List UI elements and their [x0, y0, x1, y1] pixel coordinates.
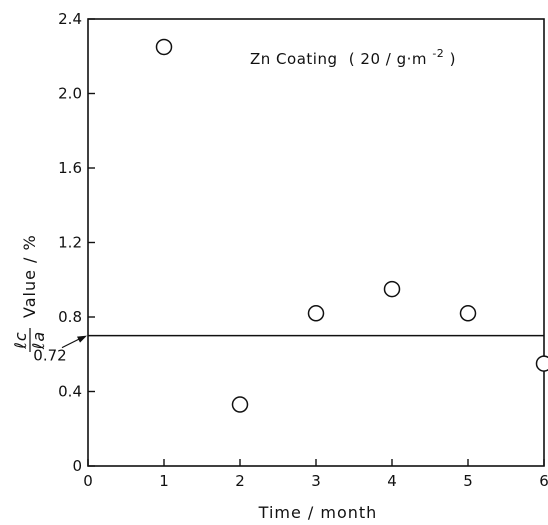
reference-arrow-head: [77, 335, 87, 343]
data-point: [459, 305, 477, 322]
x-axis-title: Time / month: [258, 503, 378, 522]
y-tick-label: 0.4: [58, 383, 82, 401]
annotation-paren-open: (: [349, 50, 355, 68]
y-axis-title-text: Value / %: [20, 234, 39, 318]
data-point: [307, 305, 325, 322]
y-tick-label: 2.0: [58, 85, 82, 103]
y-axis-title-numerator: ℓc: [11, 331, 30, 349]
annotation-slash: /: [386, 50, 392, 68]
x-tick-label: 1: [159, 472, 169, 490]
x-tick-label: 0: [83, 472, 93, 490]
y-tick-label: 2.4: [58, 10, 82, 28]
y-tick-label: 0: [72, 457, 82, 475]
coating-annotation: Zn Coating ( 20 / g·m -2 ): [250, 43, 456, 68]
x-tick-label: 2: [235, 472, 245, 490]
data-point: [383, 280, 401, 298]
x-tick-label: 6: [539, 472, 548, 490]
data-point: [155, 38, 173, 56]
y-axis-title-denominator: ℓa: [29, 331, 48, 350]
data-point: [231, 396, 249, 413]
x-tick-label: 3: [311, 472, 321, 490]
annotation-unit: g·m: [397, 50, 427, 68]
x-tick-label: 4: [387, 472, 397, 490]
plot-frame: [87, 18, 545, 467]
reference-line-label: 0.72: [33, 347, 66, 365]
data-point: [535, 355, 548, 372]
x-axis-ticks: 0 1 2 3 4 5 6: [83, 459, 548, 490]
annotation-text: Zn Coating: [250, 50, 337, 68]
annotation-value: 20: [360, 50, 380, 68]
reference-line-group: 0.72: [33, 334, 544, 365]
y-tick-label: 1.6: [58, 159, 82, 177]
y-tick-label: 0.8: [58, 308, 82, 326]
x-tick-label: 5: [463, 472, 473, 490]
y-tick-label: 1.2: [58, 234, 82, 252]
y-axis-title: ℓc ℓa Value / %: [11, 234, 48, 352]
annotation-exponent: -2: [432, 47, 444, 60]
y-axis-ticks: 0 0.4 0.8 1.2 1.6 2.0 2.4: [58, 10, 95, 475]
annotation-paren-close: ): [450, 50, 456, 68]
data-points: [155, 38, 548, 413]
